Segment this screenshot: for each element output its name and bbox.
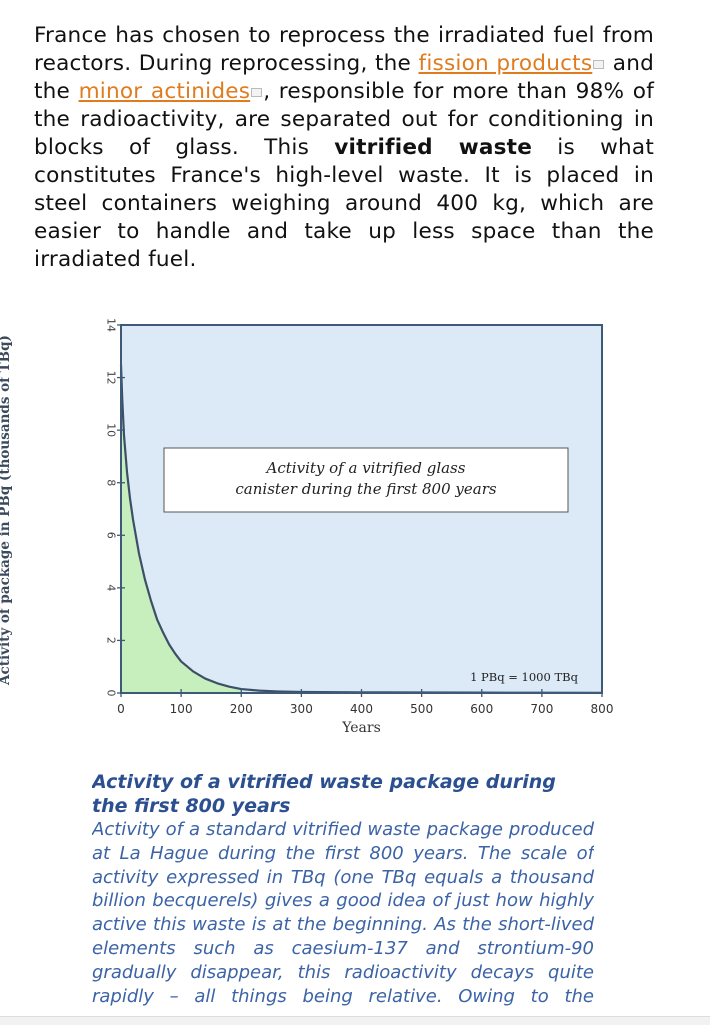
external-link-icon [593,59,605,69]
intro-text-2: and the [34,51,654,104]
x-tick-label: 300 [290,702,313,716]
vitrified-waste-bold: vitrified waste [334,135,533,160]
x-tick-label: 0 [117,702,125,716]
unit-annotation: 1 PBq = 1000 TBq [470,670,579,684]
caption-body: Activity of a standard vitrified waste p… [92,819,594,1010]
y-tick-label: 6 [105,532,118,539]
intro-text-1: France has chosen to reprocess the irrad… [34,23,654,76]
external-link-icon [251,87,263,97]
chart-svg: 0 2 4 6 8 10 12 14 0 100 200 300 400 500 600 700 800 Year… [105,318,614,736]
x-tick-label: 100 [170,702,193,716]
x-tick-label: 200 [230,702,253,716]
y-axis-label: Activity of package in PBq (thousands of… [0,335,13,685]
area-fill [121,364,242,693]
activity-chart: 0 2 4 6 8 10 12 14 0 100 200 300 400 500 600 700 800 Year… [60,312,640,742]
intro-text-4: is what constitutes France's high-level … [34,135,655,272]
x-tick-label: 700 [530,702,553,716]
chart-title: Activity of a vitrified glass [265,459,466,477]
x-tick-label: 800 [591,702,614,716]
x-axis-label: Years [341,720,381,736]
x-tick-label: 400 [350,702,373,716]
x-tick-label: 600 [470,702,493,716]
minor-actinides-link[interactable]: minor actinides [78,79,251,104]
caption-title: Activity of a vitrified waste package du… [92,771,556,817]
chart-title-box [163,447,569,513]
bottom-scrollbar[interactable] [0,1016,710,1025]
chart-title: canister during the first 800 years [235,480,496,498]
y-tick-label: 2 [105,637,118,644]
fission-products-link[interactable]: fission products [418,51,593,76]
intro-text-3: , responsible for more than 98% of the r… [34,79,654,160]
intro-paragraph: France has chosen to reprocess the irrad… [34,22,654,274]
x-tick-label: 500 [410,702,433,716]
y-tick-label: 8 [105,479,118,486]
y-tick-label: 10 [105,423,118,437]
y-tick-label: 14 [105,318,118,332]
figure-caption: Activity of a vitrified waste package du… [92,770,594,1010]
y-tick-label: 0 [105,690,118,697]
y-tick-label: 12 [105,371,118,385]
y-tick-label: 4 [105,584,118,591]
